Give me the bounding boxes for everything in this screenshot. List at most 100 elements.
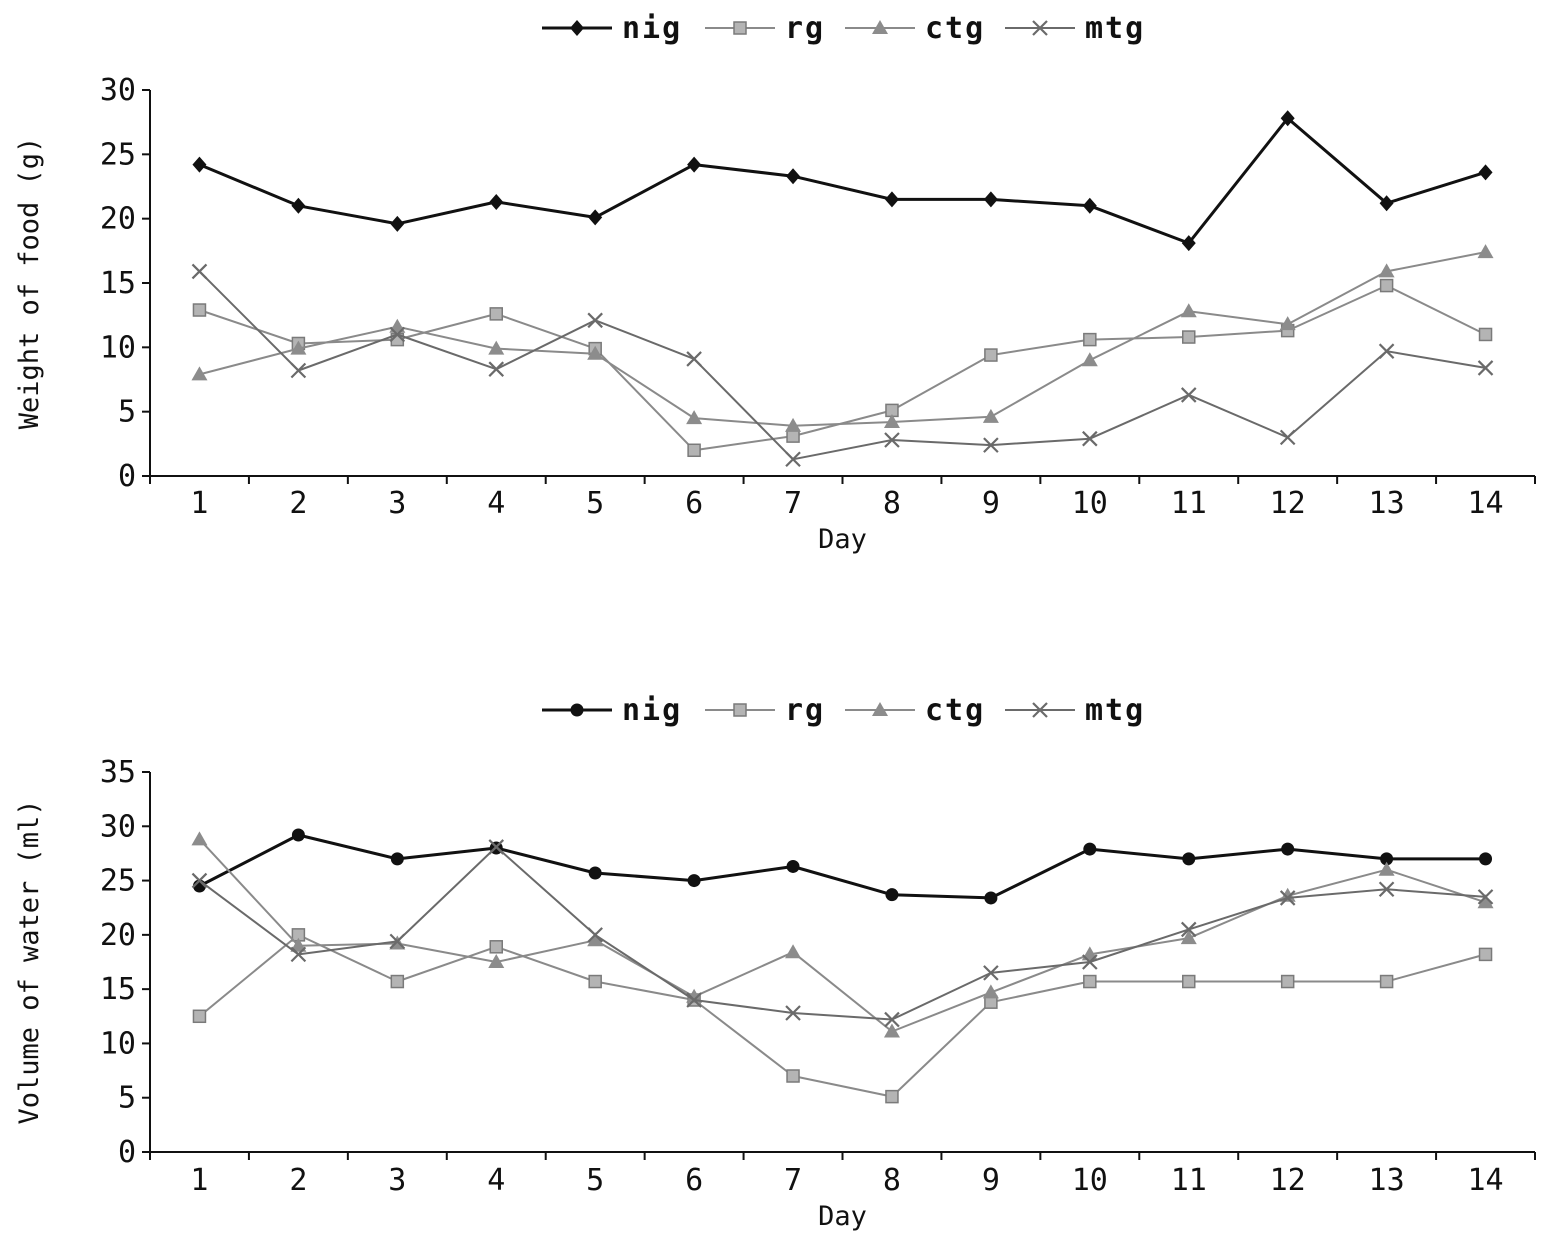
- point-rg-day-14: [1478, 327, 1493, 342]
- series-line-nig: [198, 116, 1486, 245]
- point-ctg-day-8: [883, 413, 900, 428]
- point-ctg-day-6: [686, 988, 703, 1003]
- point-mtg-day-11-stroke-b: [1180, 921, 1197, 938]
- point-mtg-day-14: [1477, 360, 1494, 376]
- point-mtg-day-13-stroke-b: [1378, 343, 1395, 359]
- legend-label-mtg: mtg: [1085, 11, 1145, 46]
- point-mtg-day-5: [587, 927, 603, 943]
- point-mtg-day-6: [686, 992, 702, 1008]
- y-tick-label-0: 0: [118, 1135, 136, 1170]
- point-mtg-day-9-stroke-b: [983, 965, 999, 981]
- legend-label-rg: rg: [785, 11, 825, 46]
- point-rg-day-12: [1280, 974, 1295, 989]
- series-nig: [192, 110, 1493, 252]
- point-ctg-day-6: [686, 410, 703, 425]
- point-nig-day-14: [1479, 852, 1493, 866]
- legend-marker-ctg: [872, 20, 888, 34]
- point-ctg-day-1: [191, 366, 208, 381]
- point-rg-day-13: [1379, 278, 1394, 293]
- point-nig-day-3: [390, 215, 405, 232]
- point-nig-day-9: [984, 891, 998, 905]
- point-nig-day-12: [1281, 842, 1295, 856]
- x-tick-label-12: 12: [1270, 486, 1306, 521]
- y-tick-label-25: 25: [100, 137, 136, 172]
- point-mtg-day-11: [1180, 387, 1197, 403]
- x-tick-label-4: 4: [487, 1163, 505, 1198]
- y-tick-label-20: 20: [100, 202, 136, 237]
- point-rg-day-14: [1478, 947, 1493, 962]
- x-axis-title: Day: [818, 1201, 867, 1232]
- x-axis-title: Day: [818, 524, 867, 555]
- point-mtg-day-7-stroke-b: [785, 1005, 801, 1021]
- point-mtg-day-8-stroke-b: [884, 1011, 900, 1028]
- y-tick-label-30: 30: [100, 73, 136, 108]
- legend-label-ctg: ctg: [925, 11, 985, 46]
- point-ctg-day-4: [488, 340, 505, 355]
- series-ctg: [191, 831, 1494, 1038]
- y-tick-label-35: 35: [100, 755, 136, 790]
- point-rg-day-11: [1182, 330, 1196, 344]
- point-rg-day-9: [984, 348, 998, 362]
- series-line-rg: [198, 933, 1486, 1098]
- x-tick-label-7: 7: [784, 1163, 802, 1198]
- x-tick-label-12: 12: [1270, 1163, 1306, 1198]
- point-ctg-day-5: [587, 345, 604, 360]
- point-rg-day-5: [588, 974, 602, 989]
- point-nig-day-6: [687, 874, 701, 888]
- point-rg-day-3: [390, 974, 405, 989]
- x-tick-label-2: 2: [289, 1163, 307, 1198]
- y-tick-label-0: 0: [118, 459, 136, 494]
- legend-label-ctg: ctg: [925, 693, 985, 728]
- point-nig-day-4: [489, 193, 504, 210]
- point-ctg-day-1: [191, 831, 208, 846]
- point-mtg-day-4-stroke-b: [488, 839, 505, 855]
- point-mtg-day-5: [587, 312, 603, 329]
- point-nig-day-13: [1379, 195, 1394, 212]
- point-mtg-day-11: [1180, 921, 1197, 938]
- point-mtg-day-3: [389, 933, 406, 950]
- point-mtg-day-1: [191, 263, 208, 280]
- point-mtg-day-13: [1378, 881, 1395, 898]
- y-tick-label-15: 15: [100, 266, 136, 301]
- point-rg-day-10: [1083, 332, 1097, 347]
- series-line-mtg: [198, 845, 1486, 1021]
- y-axis-title: Weight of food (g): [14, 137, 45, 430]
- point-rg-day-7: [786, 429, 800, 443]
- point-mtg-day-5-stroke-b: [587, 312, 603, 329]
- legend-marker-nig: [570, 20, 584, 36]
- y-tick-label-25: 25: [100, 864, 136, 899]
- x-tick-label-4: 4: [487, 486, 505, 521]
- point-nig-day-8: [884, 191, 899, 208]
- x-tick-label-13: 13: [1369, 486, 1405, 521]
- point-ctg-day-11: [1180, 930, 1197, 945]
- x-tick-label-13: 13: [1369, 1163, 1405, 1198]
- point-mtg-day-2: [290, 362, 307, 379]
- point-mtg-day-4: [488, 361, 505, 377]
- x-tick-label-8: 8: [883, 1163, 901, 1198]
- point-ctg-day-12: [1279, 316, 1296, 331]
- x-tick-label-6: 6: [685, 486, 703, 521]
- point-nig-day-3: [390, 852, 404, 866]
- point-mtg-day-6: [686, 351, 702, 367]
- point-rg-day-7: [786, 1069, 800, 1083]
- point-mtg-day-1: [191, 872, 208, 889]
- point-ctg-day-2: [290, 937, 307, 952]
- point-mtg-day-10-stroke-b: [1082, 954, 1098, 970]
- point-ctg-day-11: [1180, 303, 1197, 318]
- point-nig-day-10: [1082, 197, 1097, 214]
- point-mtg-day-11-stroke-b: [1180, 387, 1197, 403]
- point-ctg-day-14: [1477, 894, 1494, 909]
- y-tick-label-10: 10: [100, 1026, 136, 1061]
- legend-label-rg: rg: [785, 693, 825, 728]
- point-rg-day-1: [192, 303, 207, 317]
- point-mtg-day-7-stroke-b: [785, 451, 801, 468]
- y-tick-label-5: 5: [118, 1081, 136, 1116]
- x-tick-label-3: 3: [388, 486, 406, 521]
- legend-marker-mtg-stroke-b: [1032, 702, 1048, 718]
- point-ctg-day-10: [1081, 352, 1098, 367]
- point-ctg-day-4: [488, 954, 505, 968]
- x-tick-label-1: 1: [190, 1163, 208, 1198]
